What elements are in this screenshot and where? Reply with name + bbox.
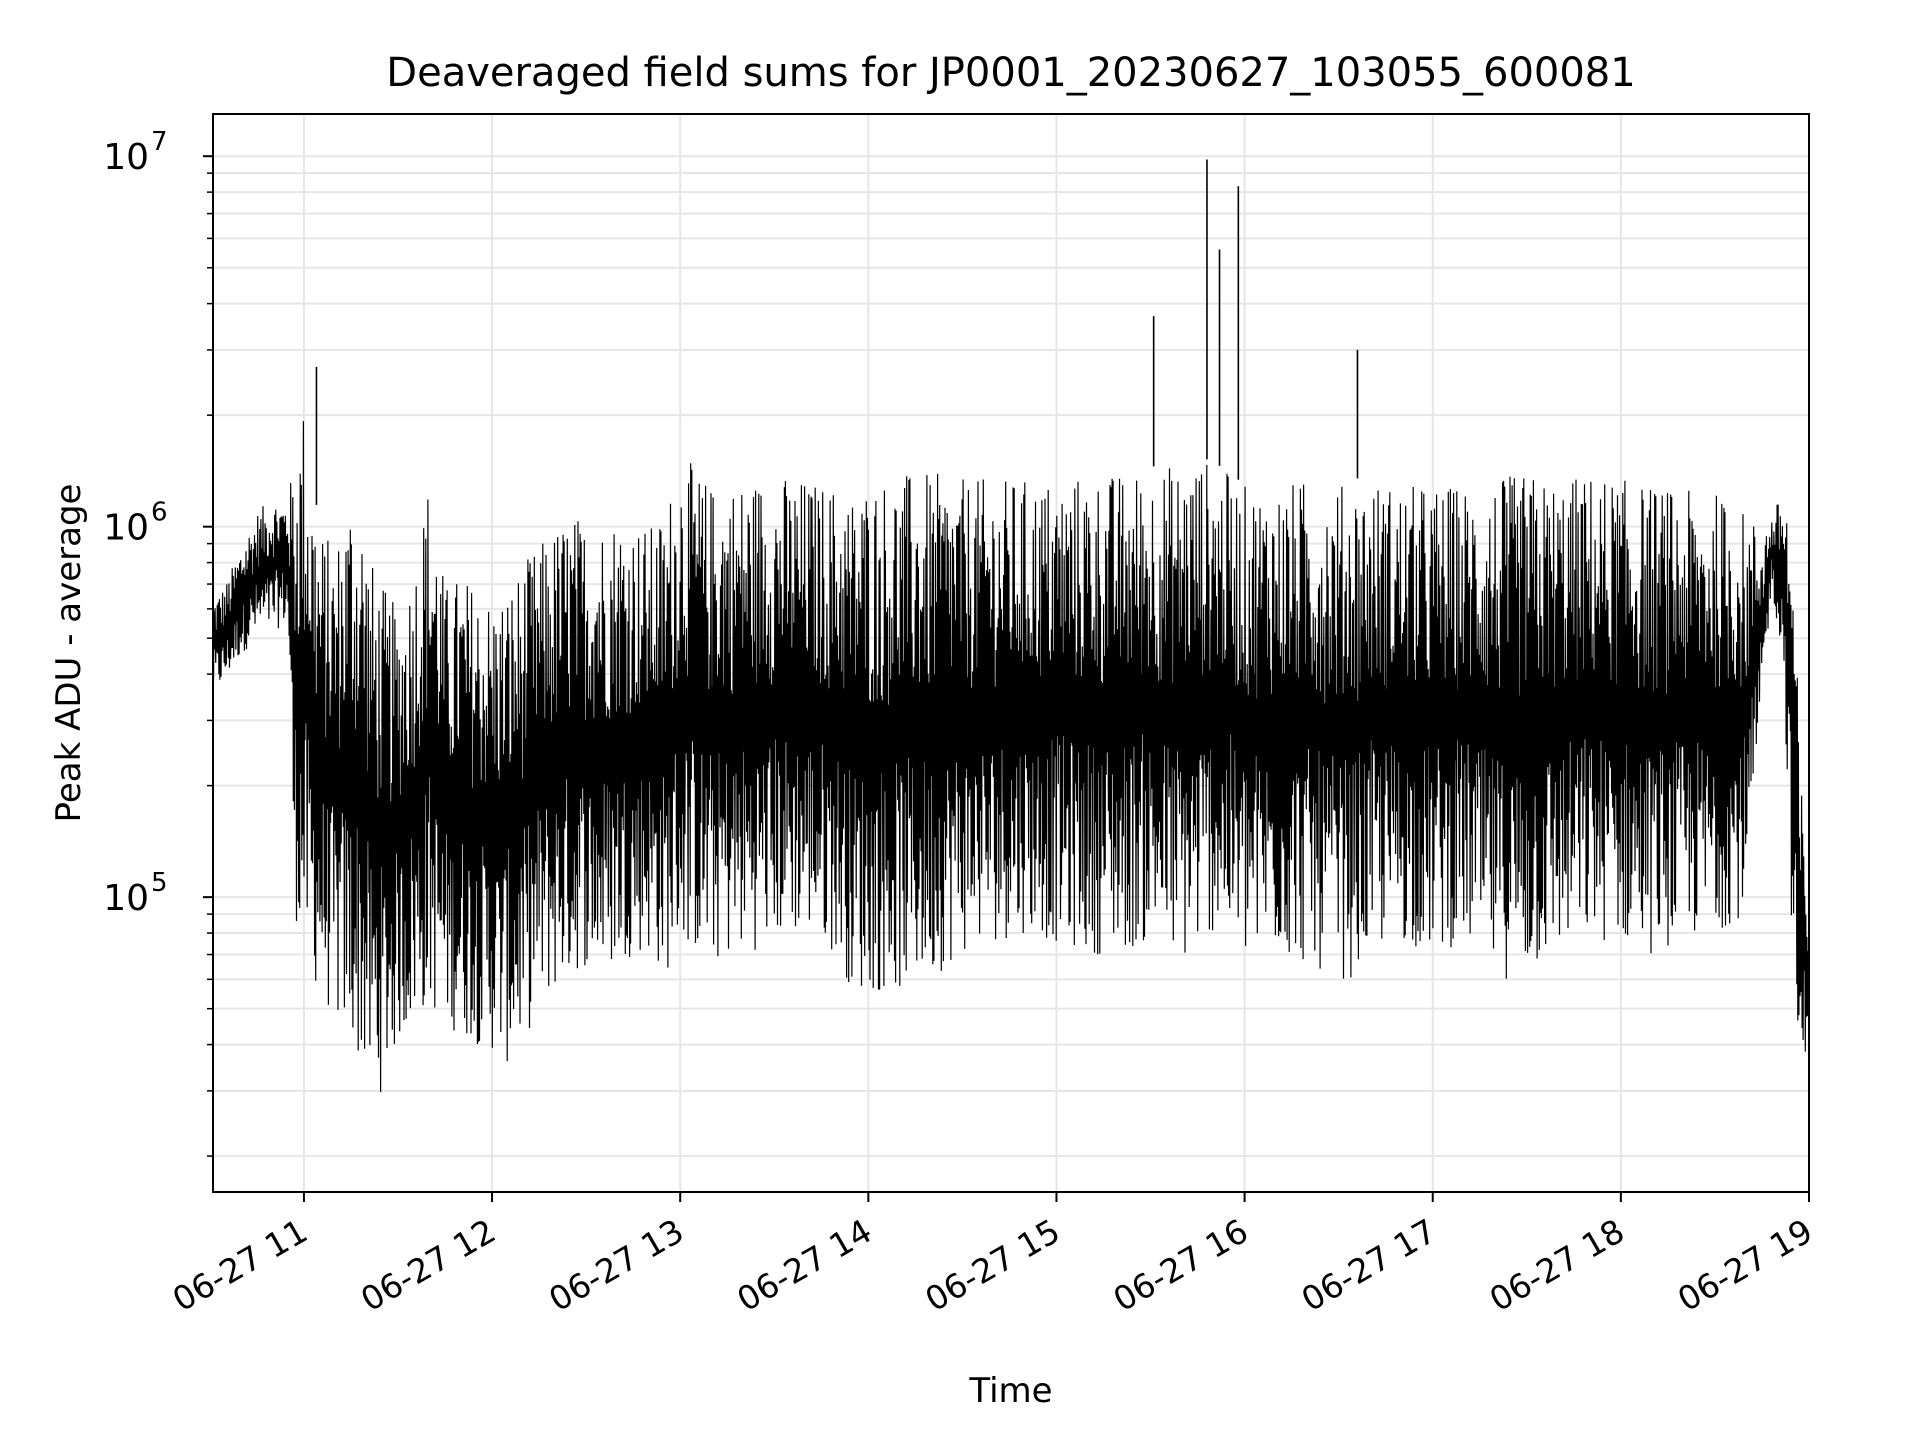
chart-title: Deaveraged field sums for JP0001_2023062… — [386, 50, 1635, 96]
y-tick-label: 10 — [103, 137, 149, 178]
plot-frame — [212, 113, 1810, 1193]
y-tick-label: 10 — [103, 878, 149, 919]
y-tick-exponent: 6 — [151, 498, 168, 528]
y-tick-exponent: 5 — [151, 868, 168, 898]
y-tick-label: 10 — [103, 508, 149, 549]
y-tick-exponent: 7 — [151, 127, 168, 157]
y-axis-label: Peak ADU - average — [49, 484, 89, 823]
series-line — [212, 421, 1810, 1092]
data-series — [212, 159, 1810, 1092]
x-axis-label: Time — [968, 1371, 1052, 1411]
